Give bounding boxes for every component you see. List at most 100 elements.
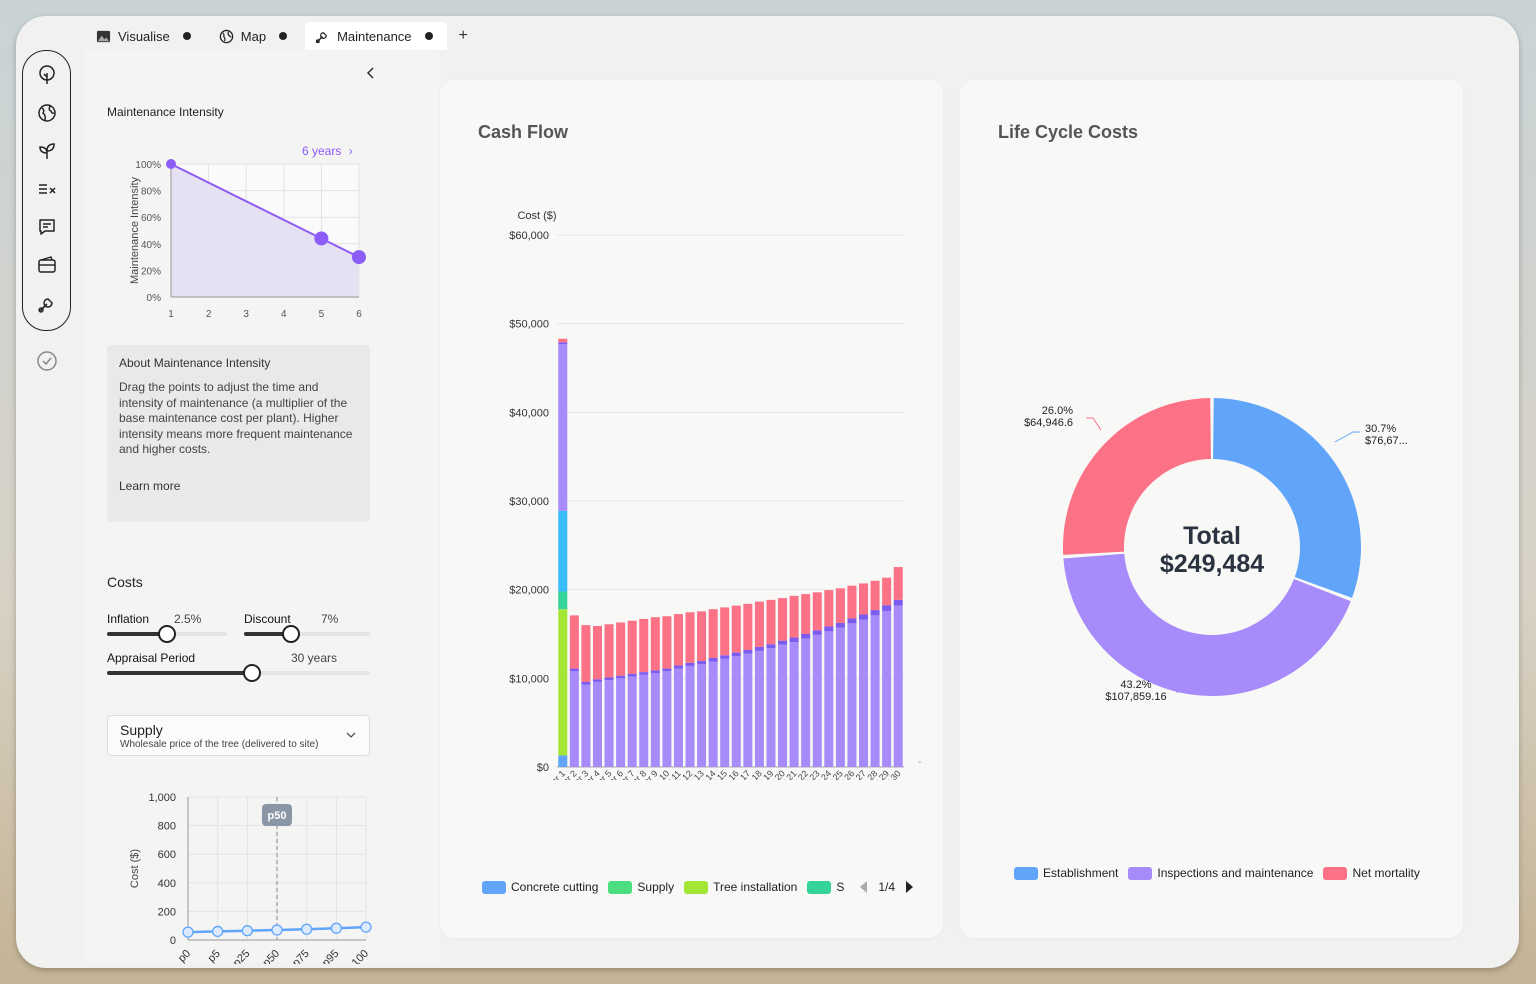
cash-flow-bar-segment[interactable]	[581, 625, 591, 682]
cash-flow-bar-segment[interactable]	[859, 614, 869, 620]
cash-flow-bar-segment[interactable]	[754, 601, 764, 647]
cash-flow-bar-segment[interactable]	[824, 590, 834, 627]
p50-marker-badge[interactable]	[262, 804, 292, 826]
cash-flow-bar-segment[interactable]	[743, 653, 753, 767]
cash-flow-bar-segment[interactable]	[801, 638, 811, 767]
cash-flow-bar-segment[interactable]	[627, 620, 637, 674]
cash-flow-bar-segment[interactable]	[835, 627, 845, 767]
cash-flow-bar-segment[interactable]	[639, 618, 649, 673]
cash-flow-bar-segment[interactable]	[627, 676, 637, 767]
inflation-slider[interactable]	[158, 625, 176, 643]
cash-flow-bar-segment[interactable]	[558, 755, 568, 767]
cash-flow-bar-segment[interactable]	[650, 673, 660, 767]
cash-flow-bar-segment[interactable]	[569, 668, 579, 672]
cash-flow-bar-segment[interactable]	[592, 681, 602, 767]
cash-flow-bar-segment[interactable]	[801, 594, 811, 634]
cash-flow-bar-segment[interactable]	[673, 614, 683, 666]
legend-item[interactable]: Concrete cutting	[482, 880, 598, 894]
supply-distribution-chart[interactable]: 0 200 400 600 800 1,000 p0 p5 p25 p50 p75 p95 p100 p5…	[104, 774, 374, 964]
legend-item[interactable]: Establishment	[1014, 866, 1118, 880]
cash-flow-bar-segment[interactable]	[801, 634, 811, 639]
cash-flow-bar-segment[interactable]	[685, 662, 695, 666]
cash-flow-bar-segment[interactable]	[847, 618, 857, 624]
supply-cost-point[interactable]	[212, 925, 224, 938]
cash-flow-bar-segment[interactable]	[789, 637, 799, 642]
cash-flow-bar-segment[interactable]	[778, 598, 788, 641]
cash-flow-bar-segment[interactable]	[558, 344, 568, 511]
duration-link[interactable]: 6 years ›	[302, 144, 353, 158]
cash-flow-bar-segment[interactable]	[893, 605, 903, 767]
cash-flow-bar-segment[interactable]	[558, 338, 568, 343]
cash-flow-bar-segment[interactable]	[592, 626, 602, 680]
cash-flow-bar-segment[interactable]	[835, 622, 845, 628]
cash-flow-bar-segment[interactable]	[581, 684, 591, 767]
cash-flow-bar-segment[interactable]	[662, 616, 672, 669]
cash-flow-bar-segment[interactable]	[708, 661, 718, 767]
cash-flow-bar-segment[interactable]	[650, 617, 660, 671]
rail-maintenance-button[interactable]	[35, 292, 59, 315]
cash-flow-bar-segment[interactable]	[766, 648, 776, 767]
supply-cost-point[interactable]	[241, 925, 253, 937]
rail-sprout-button[interactable]	[35, 139, 59, 162]
cash-flow-bar-segment[interactable]	[778, 644, 788, 767]
tab-visualise[interactable]: Visualise	[86, 22, 201, 50]
cash-flow-bar-segment[interactable]	[604, 677, 614, 681]
donut-slice[interactable]	[1063, 553, 1351, 696]
learn-more-link[interactable]: Learn more	[119, 479, 181, 493]
rail-message-button[interactable]	[35, 216, 59, 239]
cash-flow-bar-segment[interactable]	[685, 612, 695, 663]
cash-flow-bar-segment[interactable]	[673, 665, 683, 669]
intensity-point-handle[interactable]	[314, 231, 329, 246]
cash-flow-bar-segment[interactable]	[812, 630, 822, 635]
cash-flow-bar-segment[interactable]	[627, 673, 637, 677]
donut-slice[interactable]	[1213, 398, 1361, 598]
cash-flow-bar-segment[interactable]	[882, 605, 892, 611]
supply-cost-point[interactable]	[301, 923, 313, 935]
cash-flow-bar-segment[interactable]	[824, 626, 834, 632]
check-circle-icon[interactable]	[35, 349, 59, 373]
legend-item[interactable]: Inspections and maintenance	[1128, 866, 1313, 880]
cash-flow-bar-segment[interactable]	[639, 672, 649, 675]
maintenance-intensity-chart[interactable]: 0%20%40%60%80%100%123456YearMaintenance …	[104, 138, 379, 328]
cash-flow-bar-segment[interactable]	[708, 609, 718, 658]
cash-flow-bar-segment[interactable]	[766, 644, 776, 649]
cash-flow-bar-segment[interactable]	[731, 656, 741, 767]
cash-flow-bar-segment[interactable]	[859, 583, 869, 615]
cash-flow-bar-segment[interactable]	[604, 680, 614, 767]
cash-flow-bar-segment[interactable]	[847, 585, 857, 619]
cash-flow-bar-segment[interactable]	[558, 591, 568, 610]
supply-cost-point[interactable]	[271, 924, 283, 936]
cash-flow-bar-segment[interactable]	[870, 610, 880, 616]
cash-flow-bar-segment[interactable]	[592, 679, 602, 682]
cash-flow-bar-segment[interactable]	[731, 652, 741, 657]
cash-flow-bar-segment[interactable]	[558, 510, 568, 592]
cash-flow-bar-segment[interactable]	[789, 595, 799, 638]
cash-flow-bar-segment[interactable]	[662, 668, 672, 672]
cash-flow-bar-segment[interactable]	[754, 650, 764, 767]
cash-flow-bar-segment[interactable]	[569, 615, 579, 669]
cash-flow-bar-segment[interactable]	[558, 342, 568, 345]
cash-flow-bar-segment[interactable]	[731, 605, 741, 653]
cash-flow-bar-segment[interactable]	[835, 588, 845, 623]
cash-flow-bar-segment[interactable]	[847, 623, 857, 767]
intensity-point-handle[interactable]	[352, 250, 366, 265]
discount-slider[interactable]	[281, 625, 300, 643]
cash-flow-bar-segment[interactable]	[824, 631, 834, 767]
cash-flow-bar-segment[interactable]	[754, 646, 764, 651]
cash-flow-bar-segment[interactable]	[662, 671, 672, 767]
supply-cost-point[interactable]	[360, 921, 372, 933]
appraisal-period-slider[interactable]	[242, 664, 261, 682]
cash-flow-bar-segment[interactable]	[639, 674, 649, 767]
cash-flow-bar-segment[interactable]	[812, 634, 822, 767]
cash-flow-bar-segment[interactable]	[616, 675, 626, 679]
cash-flow-bar-segment[interactable]	[616, 622, 626, 676]
cash-flow-bar-segment[interactable]	[778, 640, 788, 645]
donut-slice[interactable]	[1063, 398, 1211, 555]
collapse-panel-icon[interactable]	[364, 66, 378, 80]
cash-flow-bar-segment[interactable]	[720, 658, 730, 767]
cash-flow-bar-segment[interactable]	[870, 580, 880, 611]
rail-globe-button[interactable]	[35, 101, 59, 124]
cash-flow-bar-segment[interactable]	[766, 599, 776, 645]
cash-flow-bar-segment[interactable]	[743, 603, 753, 650]
cash-flow-bar-segment[interactable]	[673, 668, 683, 767]
